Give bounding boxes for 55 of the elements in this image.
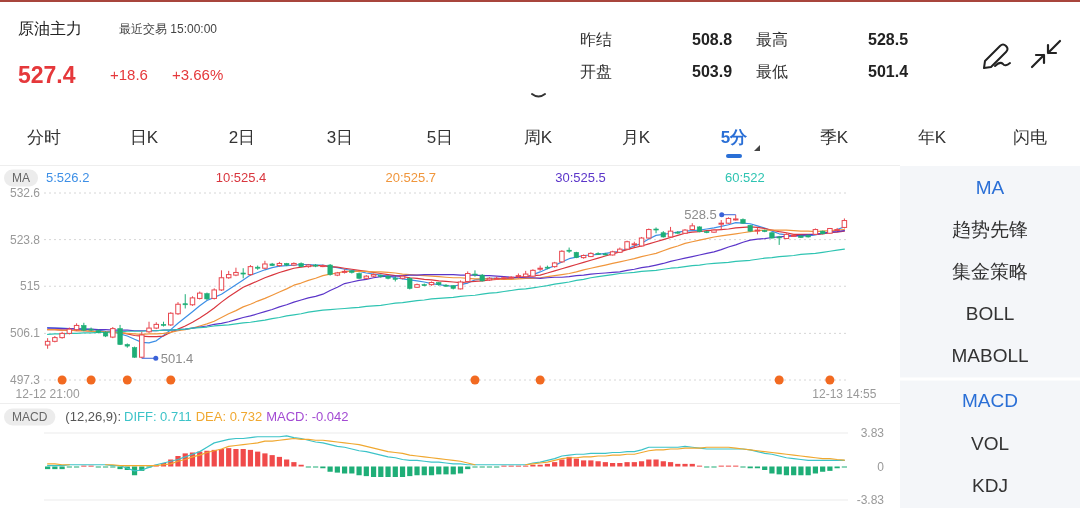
text: MABOLL xyxy=(951,345,1029,366)
text: 5分 xyxy=(720,128,749,147)
text: BOLL xyxy=(965,303,1015,324)
y-tick-label: 515 xyxy=(19,279,41,294)
text: 528.5 xyxy=(868,31,909,48)
text: 昨结 xyxy=(580,31,612,48)
text: DIFF: 0.711 xyxy=(124,409,192,424)
text: 趋势先锋 xyxy=(952,219,1028,240)
text: 5:526.2 xyxy=(46,170,90,185)
text: 月K xyxy=(621,128,651,147)
text: MACD xyxy=(962,390,1018,411)
chart-subtitle: (12,26,9): xyxy=(65,409,121,424)
text: 508.8 xyxy=(692,31,733,48)
y-tick-label: -3.83 xyxy=(856,493,885,507)
text: 60:522 xyxy=(725,170,765,185)
annotation: 528.5 xyxy=(684,207,717,223)
text: 开盘 xyxy=(580,63,612,80)
series-label: DEA: 0.732 xyxy=(195,409,263,424)
text: 30:525.5 xyxy=(555,170,606,185)
x-tick-label: 12-12 21:00 xyxy=(15,387,80,401)
legend-title: MA xyxy=(12,171,30,185)
text: 527.4 xyxy=(18,62,76,88)
text: 10:525.4 xyxy=(215,170,267,185)
text: 年K xyxy=(917,128,947,147)
text: 集金策略 xyxy=(952,261,1028,282)
text: 周K xyxy=(523,128,553,147)
y-tick-label: 497.3 xyxy=(9,373,41,387)
text: MACD: -0.042 xyxy=(266,409,349,424)
text: 503.9 xyxy=(692,63,733,80)
text: +18.6 xyxy=(110,66,148,83)
text: 分时 xyxy=(27,128,61,147)
text: VOL xyxy=(970,433,1010,454)
text: 季K xyxy=(819,128,849,147)
text: 20:525.7 xyxy=(385,170,437,185)
legend-title: MACD xyxy=(12,410,48,424)
text: +3.66% xyxy=(172,66,224,83)
text: 3日 xyxy=(326,128,354,147)
text: 闪电 xyxy=(1013,128,1047,147)
y-tick-label: 0 xyxy=(877,459,885,474)
text: 5日 xyxy=(426,128,454,147)
text: 最高 xyxy=(756,31,788,48)
annotation: 501.4 xyxy=(160,350,194,366)
text: 日K xyxy=(129,128,159,147)
y-tick-label: 532.6 xyxy=(9,186,41,200)
y-tick-label: 506.1 xyxy=(9,326,41,341)
text: 2日 xyxy=(228,128,256,147)
text: 最低 xyxy=(756,63,788,80)
y-tick-label: 523.8 xyxy=(9,232,41,247)
text: 最近交易 15:00:00 xyxy=(119,22,218,36)
y-tick-label: 3.83 xyxy=(860,426,885,440)
text: KDJ xyxy=(972,475,1008,496)
text: 501.4 xyxy=(868,63,909,80)
text: MA xyxy=(975,177,1005,198)
x-tick-label: 12-13 14:55 xyxy=(812,387,877,401)
text: 原油主力 xyxy=(18,20,82,37)
